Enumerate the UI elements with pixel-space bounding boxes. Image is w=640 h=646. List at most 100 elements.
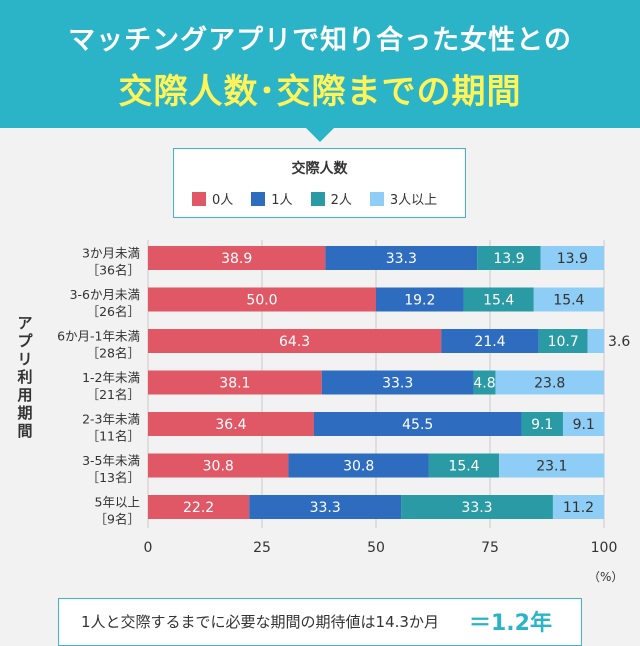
- legend-label-3: 3人以上: [389, 193, 438, 208]
- data-label-2-3: 3.6: [608, 334, 630, 350]
- data-label-3-1: 33.3: [382, 376, 413, 392]
- data-label-0-2: 13.9: [493, 251, 524, 267]
- legend-swatch-0: [192, 191, 206, 206]
- category-label-0-0: 3か月未満: [82, 246, 140, 261]
- category-label-2-1: ［28名］: [87, 346, 140, 361]
- data-label-1-0: 50.0: [246, 293, 277, 309]
- bar-segment-1-3: [533, 287, 604, 312]
- category-label-0-1: ［36名］: [87, 263, 140, 278]
- data-label-5-0: 30.8: [203, 459, 234, 475]
- chart-title-line2: 交際人数･交際までの期間: [118, 72, 522, 112]
- category-label-6-0: 5年以上: [95, 495, 140, 510]
- bar-segment-4-3: [562, 412, 605, 436]
- bar-segment-3-0: [148, 370, 322, 395]
- summary-box: 1人と交際するまでに必要な期間の期待値は14.3か月 ＝1.2年: [58, 598, 582, 646]
- bar-segment-3-3: [495, 370, 604, 395]
- bar-segment-6-3: [552, 495, 604, 519]
- legend-label-2: 2人: [330, 193, 352, 208]
- legend-swatch-2: [310, 191, 325, 206]
- category-label-3-1: ［21名］: [87, 387, 140, 402]
- bar-segment-1-1: [376, 287, 464, 312]
- bar-segment-5-3: [499, 453, 605, 478]
- bar-segment-5-1: [288, 453, 429, 478]
- category-label-6-1: ［9名］: [95, 512, 140, 527]
- data-label-4-2: 9.1: [531, 417, 553, 433]
- category-label-1-0: 3-6か月未満: [70, 287, 140, 302]
- summary-highlight: ＝1.2年: [469, 611, 552, 636]
- category-label-5-1: ［13名］: [87, 470, 140, 485]
- data-label-6-1: 33.3: [310, 500, 341, 516]
- bar-segment-3-2: [473, 370, 496, 395]
- bar-segment-6-2: [401, 495, 553, 519]
- bar-segment-2-2: [538, 329, 588, 353]
- x-tick-label-2: 50: [367, 540, 385, 556]
- legend-title: 交際人数: [291, 161, 348, 177]
- data-label-0-1: 33.3: [386, 251, 417, 267]
- data-label-4-3: 9.1: [573, 417, 595, 433]
- x-tick-label-3: 75: [481, 540, 499, 556]
- data-label-3-0: 38.1: [219, 376, 250, 392]
- bar-segment-2-3: [587, 329, 604, 353]
- data-label-2-0: 64.3: [279, 334, 310, 350]
- legend-items: 0人 1人 2人 3人以上: [192, 189, 455, 208]
- data-label-3-3: 23.8: [534, 376, 565, 392]
- bar-segment-5-0: [148, 453, 289, 478]
- data-label-1-3: 15.4: [553, 293, 584, 309]
- data-label-0-3: 13.9: [557, 251, 588, 267]
- title-banner: [0, 0, 640, 128]
- bar-segment-4-2: [521, 412, 563, 436]
- legend-swatch-3: [369, 191, 384, 206]
- data-label-4-0: 36.4: [215, 417, 246, 433]
- bar-segment-3-1: [321, 370, 474, 395]
- category-label-5-0: 3-5年未満: [82, 453, 140, 468]
- data-label-5-2: 15.4: [448, 459, 479, 475]
- y-axis-title: アプリ利用期間: [17, 314, 33, 440]
- data-label-0-0: 38.9: [221, 251, 252, 267]
- data-label-6-2: 33.3: [461, 500, 492, 516]
- data-label-5-3: 23.1: [536, 459, 567, 475]
- data-label-3-2: 4.8: [473, 376, 495, 392]
- bar-segment-0-0: [148, 246, 326, 270]
- legend-swatch-1: [251, 191, 266, 206]
- data-label-2-1: 21.4: [474, 334, 505, 350]
- bar-segment-4-0: [148, 412, 314, 436]
- bar-segment-0-1: [325, 246, 478, 270]
- legend-item-1: 1人: [251, 189, 293, 208]
- bar-segment-2-0: [148, 329, 442, 353]
- category-label-2-0: 6か月-1年未満: [57, 329, 140, 344]
- bar-segment-6-1: [249, 495, 402, 519]
- bar-segment-0-2: [477, 246, 541, 270]
- data-label-1-1: 19.2: [404, 293, 435, 309]
- data-label-1-2: 15.4: [483, 293, 514, 309]
- bar-segment-4-1: [313, 412, 522, 436]
- legend: 交際人数 0人 1人 2人 3人以上: [173, 148, 466, 218]
- category-label-4-1: ［11名］: [87, 429, 140, 444]
- data-label-4-1: 45.5: [402, 417, 433, 433]
- bar-segment-1-2: [463, 287, 534, 312]
- category-label-3-0: 1-2年未満: [82, 370, 140, 385]
- legend-label-1: 1人: [271, 193, 293, 208]
- legend-item-3: 3人以上: [369, 189, 438, 208]
- data-label-6-3: 11.2: [563, 500, 594, 516]
- data-label-6-0: 22.2: [183, 500, 214, 516]
- title-banner-notch: [304, 126, 336, 142]
- data-label-2-2: 10.7: [548, 334, 579, 350]
- x-axis-unit: （%）: [588, 570, 624, 584]
- summary-text: 1人と交際するまでに必要な期間の期待値は14.3か月: [81, 613, 439, 631]
- category-label-4-0: 2-3年未満: [82, 412, 140, 427]
- bar-segment-0-3: [540, 246, 604, 270]
- x-tick-label-1: 25: [253, 540, 271, 556]
- legend-label-0: 0人: [212, 193, 234, 208]
- x-tick-label-4: 100: [591, 540, 618, 556]
- bar-segment-6-0: [148, 495, 250, 519]
- legend-item-0: 0人: [192, 189, 233, 208]
- data-label-5-1: 30.8: [343, 459, 374, 475]
- bar-segment-2-1: [441, 329, 539, 353]
- chart-title-line1: マッチングアプリで知り合った女性との: [68, 25, 572, 56]
- category-label-1-1: ［26名］: [87, 304, 140, 319]
- bar-segment-1-0: [148, 287, 376, 312]
- legend-item-2: 2人: [310, 189, 352, 208]
- bar-segment-5-2: [428, 453, 500, 478]
- x-tick-label-0: 0: [144, 540, 153, 556]
